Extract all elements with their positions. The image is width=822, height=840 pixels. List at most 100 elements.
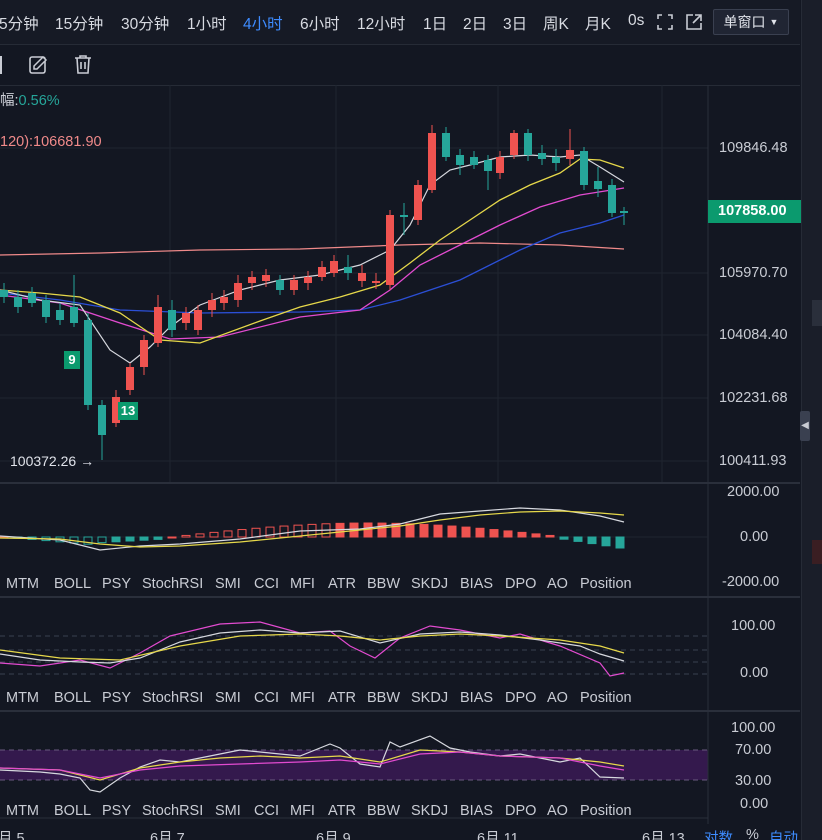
tab-position[interactable]: Position <box>580 803 632 819</box>
tab-mtm[interactable]: MTM <box>6 690 40 706</box>
tab-bbw[interactable]: BBW <box>367 576 401 592</box>
window-mode-label: 单窗口 <box>723 14 766 30</box>
tab-atr[interactable]: ATR <box>328 576 356 592</box>
candle-body <box>552 157 560 163</box>
tab-stochrsi[interactable]: StochRSI <box>142 576 204 592</box>
tf-1d[interactable]: 1日 <box>423 16 448 33</box>
macd-tick: 0.00 <box>740 529 769 545</box>
macd-bar <box>559 536 569 540</box>
popout-icon[interactable] <box>685 13 703 31</box>
tab-skdj[interactable]: SKDJ <box>411 690 449 706</box>
candle-body <box>414 185 422 220</box>
tab-bias[interactable]: BIAS <box>460 690 494 706</box>
osc-white-line <box>0 629 625 664</box>
window-mode-select[interactable]: 单窗口 ▼ <box>713 9 789 35</box>
tab-stochrsi[interactable]: StochRSI <box>142 803 204 819</box>
tab-boll[interactable]: BOLL <box>54 803 92 819</box>
candle-body <box>428 133 436 190</box>
log-scale-toggle[interactable]: 对数 <box>704 831 733 840</box>
side-scroll-thumb[interactable] <box>812 300 822 326</box>
tab-smi[interactable]: SMI <box>215 803 241 819</box>
auto-scale-toggle[interactable]: 自动 <box>769 831 798 840</box>
tab-bias[interactable]: BIAS <box>460 576 494 592</box>
tab-skdj[interactable]: SKDJ <box>411 803 449 819</box>
tab-atr[interactable]: ATR <box>328 803 356 819</box>
tab-position[interactable]: Position <box>580 576 632 592</box>
macd-bar <box>615 536 625 549</box>
tab-boll[interactable]: BOLL <box>54 576 92 592</box>
tf-month[interactable]: 月K <box>585 16 611 33</box>
macd-bar <box>587 536 597 545</box>
tab-atr[interactable]: ATR <box>328 690 356 706</box>
tab-smi[interactable]: SMI <box>215 690 241 706</box>
tab-bias[interactable]: BIAS <box>460 803 494 819</box>
tab-ao[interactable]: AO <box>547 576 568 592</box>
edit-icon[interactable] <box>28 54 50 76</box>
candle-body <box>330 261 338 273</box>
tab-smi[interactable]: SMI <box>215 576 241 592</box>
tab-mfi[interactable]: MFI <box>290 690 315 706</box>
tab-cci[interactable]: CCI <box>254 576 279 592</box>
tab-dpo[interactable]: DPO <box>505 576 537 592</box>
tf-3d[interactable]: 3日 <box>503 16 528 33</box>
tf-week[interactable]: 周K <box>543 16 569 33</box>
tf-4h[interactable]: 4小时 <box>243 16 283 33</box>
fullscreen-icon[interactable] <box>656 13 674 31</box>
tf-5m[interactable]: 5分钟 <box>0 16 39 33</box>
tab-bbw[interactable]: BBW <box>367 803 401 819</box>
osc-pink-line <box>0 621 625 677</box>
tab-cci[interactable]: CCI <box>254 803 279 819</box>
tab-position[interactable]: Position <box>580 690 632 706</box>
tab-stochrsi[interactable]: StochRSI <box>142 690 204 706</box>
tab-psy[interactable]: PSY <box>102 576 132 592</box>
macd-bar <box>517 531 527 538</box>
tab-mtm[interactable]: MTM <box>6 803 40 819</box>
macd-tick: -2000.00 <box>722 574 780 590</box>
tab-boll[interactable]: BOLL <box>54 690 92 706</box>
tab-mfi[interactable]: MFI <box>290 576 315 592</box>
macd-chart <box>0 484 709 596</box>
tab-mfi[interactable]: MFI <box>290 803 315 819</box>
candle-body <box>470 157 478 165</box>
date-tick: 月 5 <box>0 831 25 840</box>
tab-psy[interactable]: PSY <box>102 690 132 706</box>
date-tick: 6月 7 <box>150 831 185 840</box>
tab-ao[interactable]: AO <box>547 690 568 706</box>
candle-body <box>290 280 298 290</box>
tf-seconds[interactable]: 0s <box>628 12 645 29</box>
tab-ao[interactable]: AO <box>547 803 568 819</box>
macd-bar <box>279 525 289 538</box>
trash-icon[interactable] <box>72 53 94 75</box>
macd-bar <box>237 529 247 538</box>
candle-body <box>140 340 148 367</box>
tf-12h[interactable]: 12小时 <box>357 16 406 33</box>
candle-body <box>168 310 176 330</box>
price-chart[interactable] <box>0 85 800 483</box>
tab-skdj[interactable]: SKDJ <box>411 576 449 592</box>
candle-body <box>510 133 518 155</box>
tab-dpo[interactable]: DPO <box>505 803 537 819</box>
candle-body <box>194 310 202 330</box>
tf-6h[interactable]: 6小时 <box>300 16 340 33</box>
price-tick: 100411.93 <box>719 453 787 469</box>
grid <box>0 85 708 483</box>
tab-psy[interactable]: PSY <box>102 803 132 819</box>
tab-bbw[interactable]: BBW <box>367 690 401 706</box>
candle-body <box>400 215 408 217</box>
macd-bar <box>545 534 555 538</box>
candle-body <box>112 397 120 423</box>
candles <box>0 125 628 460</box>
sidebar-toggle-icon[interactable] <box>0 56 2 74</box>
panel-collapse-icon[interactable]: ◀ <box>800 411 810 441</box>
tab-dpo[interactable]: DPO <box>505 690 537 706</box>
tf-2d[interactable]: 2日 <box>463 16 488 33</box>
low-price-marker: 100372.26 → <box>10 453 95 469</box>
tf-15m[interactable]: 15分钟 <box>55 16 104 33</box>
tab-mtm[interactable]: MTM <box>6 576 40 592</box>
indicator-tabs-1: MTM BOLL PSY StochRSI SMI CCI MFI ATR BB… <box>0 576 700 596</box>
percent-scale-toggle[interactable]: % <box>746 827 759 840</box>
tf-30m[interactable]: 30分钟 <box>121 16 170 33</box>
tf-1h[interactable]: 1小时 <box>187 16 227 33</box>
macd-bar <box>601 536 611 547</box>
tab-cci[interactable]: CCI <box>254 690 279 706</box>
